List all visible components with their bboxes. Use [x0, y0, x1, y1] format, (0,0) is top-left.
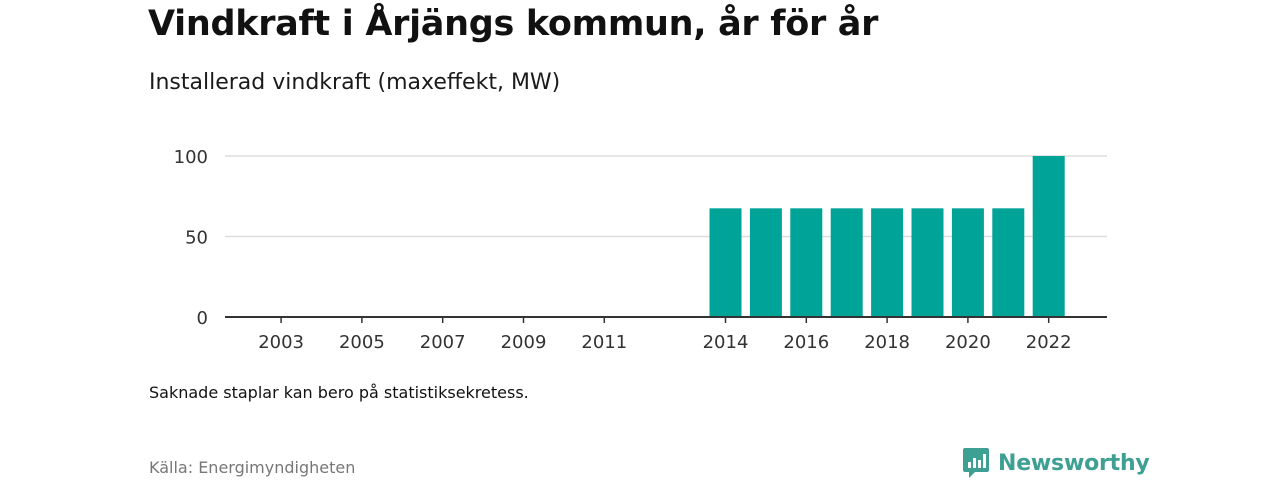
bar-2019: [911, 208, 944, 317]
x-tick-label: 2011: [581, 332, 627, 353]
x-tick-label: 2007: [420, 332, 466, 353]
bar-2014: [709, 208, 742, 317]
y-tick-label: 100: [174, 147, 208, 168]
x-tick-label: 2005: [339, 332, 385, 353]
bar-2018: [871, 208, 904, 317]
bar-chart: 0 50 100 2003 2005 2007 2009 2011 2014 2016 2018 20…: [174, 147, 1107, 353]
source-label: Källa: Energimyndigheten: [149, 458, 356, 477]
x-tick-label: 2016: [783, 332, 829, 353]
footnote: Saknade staplar kan bero på statistiksek…: [149, 383, 529, 402]
bar-2021: [992, 208, 1025, 317]
bar-2017: [830, 208, 863, 317]
brand: Newsworthy: [962, 447, 1150, 479]
bar-2022: [1032, 156, 1065, 317]
x-tick-label: 2014: [703, 332, 749, 353]
x-tick-label: 2003: [258, 332, 304, 353]
y-tick-label: 50: [185, 228, 208, 249]
x-tick-label: 2018: [864, 332, 910, 353]
chart-title: Vindkraft i Årjängs kommun, år för år: [148, 4, 879, 44]
bar-2016: [790, 208, 823, 317]
x-tick-label: 2009: [501, 332, 547, 353]
x-tick-label: 2022: [1026, 332, 1072, 353]
chart-subtitle: Installerad vindkraft (maxeffekt, MW): [149, 70, 561, 95]
y-tick-label: 0: [197, 308, 208, 329]
brand-name: Newsworthy: [998, 450, 1150, 476]
bar-2015: [749, 208, 782, 317]
x-tick-label: 2020: [945, 332, 991, 353]
newsworthy-logo-icon: [963, 448, 989, 478]
bar-2020: [951, 208, 984, 317]
